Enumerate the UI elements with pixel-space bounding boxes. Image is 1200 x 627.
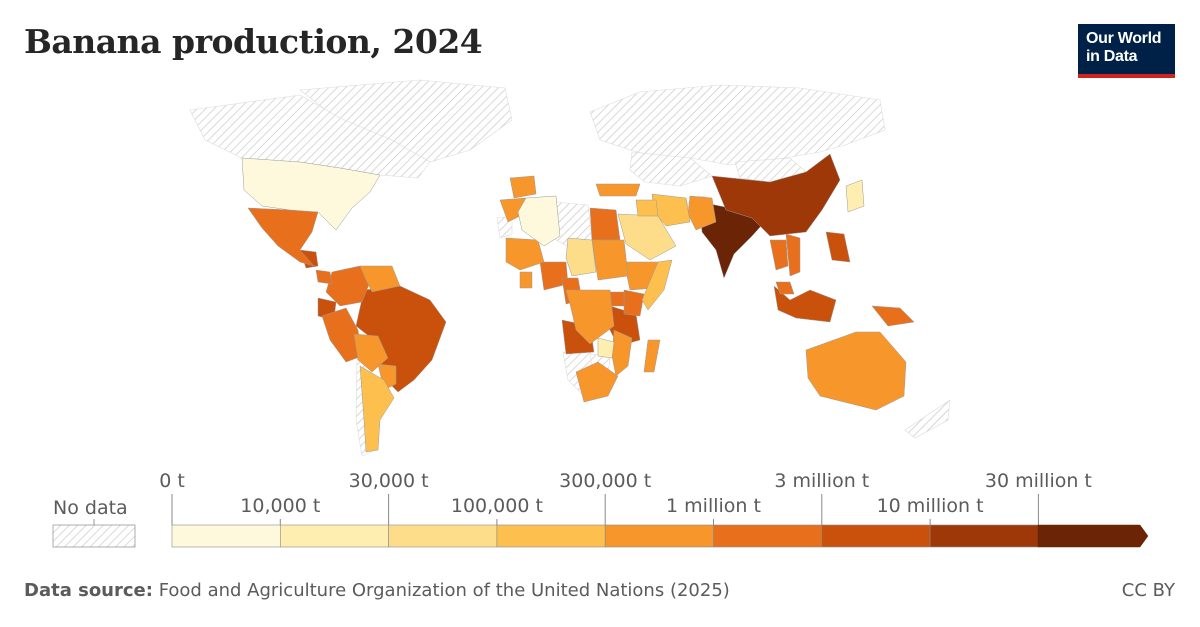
legend-bin-7[interactable] <box>929 524 1039 548</box>
legend-bin-3[interactable] <box>496 524 606 548</box>
region-sudan[interactable] <box>591 239 629 281</box>
region-costa-rica[interactable] <box>315 269 333 285</box>
legend-upper-tick-label: 3 million t <box>774 470 870 492</box>
region-papua-new-guinea[interactable] <box>871 305 915 327</box>
region-venezuela[interactable] <box>359 265 401 293</box>
region-kenya[interactable] <box>623 289 645 317</box>
legend-lower-tick-label: 1 million t <box>666 495 761 517</box>
region-south-africa[interactable] <box>575 361 619 403</box>
legend-upper-tick-label: 30,000 t <box>348 470 429 492</box>
legend-lower-tick-label: 100,000 t <box>450 495 543 517</box>
region-thailand[interactable] <box>769 239 789 271</box>
logo-line-1: Our World <box>1086 30 1162 47</box>
region-algeria[interactable] <box>517 195 561 247</box>
legend-bin-4[interactable] <box>604 524 714 548</box>
region-australia[interactable] <box>805 331 907 411</box>
region-philippines[interactable] <box>825 231 851 263</box>
region-ghana[interactable] <box>519 271 533 289</box>
region-egypt[interactable] <box>589 207 621 241</box>
region-argentina[interactable] <box>359 365 395 453</box>
region-zimbabwe[interactable] <box>597 337 615 359</box>
legend-arrow <box>1037 524 1149 548</box>
region-madagascar[interactable] <box>643 339 661 373</box>
region-dr-congo[interactable] <box>565 289 615 345</box>
legend-upper-tick-label: 0 t <box>159 470 185 492</box>
legend-upper-tick-label: 30 million t <box>984 470 1092 492</box>
region-china[interactable] <box>711 153 841 237</box>
legend-bin-5[interactable] <box>713 524 823 548</box>
region-indonesia[interactable] <box>773 285 837 323</box>
no-data-regions <box>189 79 951 457</box>
data-source-label: Data source: <box>24 580 153 601</box>
region-chad[interactable] <box>565 237 597 277</box>
region-spain[interactable] <box>509 175 537 199</box>
license-link[interactable]: CC BY <box>1121 580 1175 601</box>
legend-bin-2[interactable] <box>388 524 498 548</box>
region-mozambique[interactable] <box>611 329 633 377</box>
data-source: Data source: Food and Agriculture Organi… <box>24 580 730 601</box>
region-kazakhstan[interactable] <box>629 151 713 187</box>
chart-title: Banana production, 2024 <box>24 22 483 61</box>
region-united-states[interactable] <box>241 157 381 231</box>
legend-upper-tick-label: 300,000 t <box>559 470 652 492</box>
region-iraq[interactable] <box>635 199 659 217</box>
owid-logo[interactable]: Our World in Data <box>1078 24 1175 78</box>
legend-ticks <box>171 494 1039 525</box>
legend-no-data-swatch <box>52 524 136 548</box>
legend-no-data-label: No data <box>53 497 128 519</box>
legend-lower-tick-label: 10 million t <box>876 495 984 517</box>
producing-regions <box>241 153 915 453</box>
region-vietnam[interactable] <box>785 233 801 277</box>
legend-bin-6[interactable] <box>821 524 931 548</box>
region-japan[interactable] <box>845 179 865 213</box>
region-antarctic-islands[interactable] <box>904 399 951 439</box>
data-source-text[interactable]: Food and Agriculture Organization of the… <box>158 580 730 601</box>
region-turkey[interactable] <box>595 183 641 197</box>
legend-bin-0[interactable] <box>171 524 281 548</box>
region-uganda[interactable] <box>609 291 625 307</box>
region-malaysia[interactable] <box>775 281 795 295</box>
legend-bins <box>171 524 1039 548</box>
region-mali[interactable] <box>505 237 545 271</box>
logo-line-2: in Data <box>1086 48 1138 65</box>
legend-lower-tick-label: 10,000 t <box>240 495 321 517</box>
legend <box>52 494 1149 548</box>
legend-bin-1[interactable] <box>279 524 389 548</box>
region-somalia[interactable] <box>641 259 673 311</box>
